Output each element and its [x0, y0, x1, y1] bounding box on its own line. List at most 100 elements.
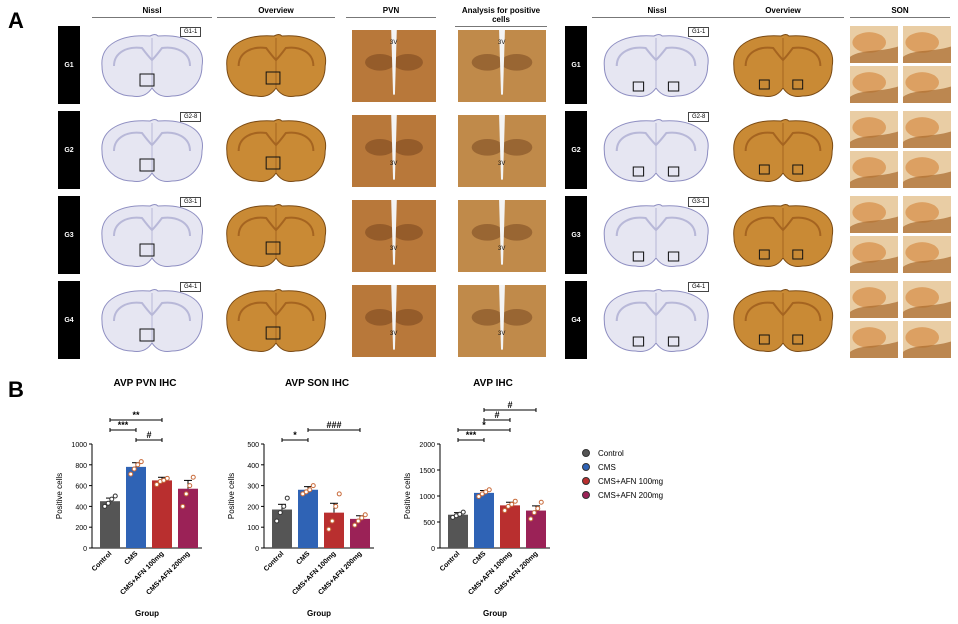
y-tick-label-1-2: 200: [247, 504, 259, 511]
data-point-2-2-2: [509, 501, 515, 507]
legend-marker-0: [582, 449, 590, 457]
son-image-G1-2: [850, 66, 898, 103]
third-ventricle-label-pvn-G3: 3V: [390, 246, 398, 252]
data-point-2-2-0: [502, 508, 508, 514]
data-point-0-1-0: [128, 471, 134, 477]
data-point-0-3-3: [190, 474, 196, 480]
x-tick-label-0-1: CMS: [123, 550, 139, 566]
y-tick-label-0-1: 200: [75, 525, 87, 532]
y-tick-label-0-4: 800: [75, 463, 87, 470]
data-point-1-0-0: [274, 518, 280, 524]
data-point-1-2-3: [336, 491, 342, 497]
data-point-1-0-1: [277, 510, 283, 516]
son-image-G3-3: [903, 236, 951, 273]
sig-label-1-1: ###: [326, 420, 341, 430]
nissl-image-right-G1: [594, 26, 718, 104]
nissl-image-right-G2: [594, 111, 718, 189]
sig-label-2-3: #: [507, 400, 512, 410]
sample-tag-right-G2: G2-8: [688, 112, 710, 122]
son-image-G4-3: [903, 321, 951, 358]
son-image-G4-2: [850, 321, 898, 358]
data-point-0-0-2: [109, 496, 115, 502]
sample-tag-left-G2: G2-8: [180, 112, 202, 122]
y-tick-label-0-0: 0: [83, 546, 87, 553]
third-ventricle-label-analysis-G2: 3V: [498, 161, 506, 167]
data-point-1-2-1: [329, 518, 335, 524]
overview-image-right-G3: [724, 196, 842, 274]
row-label-right-G4: G4: [565, 281, 587, 359]
data-point-2-3-1: [531, 510, 537, 516]
pvn-image-G3: [352, 200, 436, 272]
sig-label-2-2: #: [494, 410, 499, 420]
son-image-G4-0: [850, 281, 898, 318]
bar-2-2: [500, 505, 520, 548]
column-header-left-3: Analysis for positive cells: [455, 6, 547, 27]
legend-marker-2: [582, 477, 590, 485]
nissl-image-right-G4: [594, 281, 718, 359]
chart-title-1: AVP SON IHC: [285, 378, 349, 389]
y-tick-label-0-3: 600: [75, 484, 87, 491]
overview-image-left-G4: [217, 281, 335, 359]
sample-tag-left-G3: G3-1: [180, 197, 202, 207]
data-point-2-2-1: [505, 503, 511, 509]
legend-label-3: CMS+AFN 200mg: [598, 490, 664, 500]
third-ventricle-label-pvn-G1: 3V: [390, 40, 398, 46]
legend-item-1: CMS: [582, 460, 663, 474]
data-point-0-0-1: [105, 500, 111, 506]
sig-label-0-0: ***: [118, 420, 129, 430]
bar-0-1: [126, 466, 146, 548]
row-label-left-G3: G3: [58, 196, 80, 274]
legend-item-3: CMS+AFN 200mg: [582, 488, 663, 502]
sig-label-0-1: **: [132, 410, 140, 420]
analysis-image-G1: [458, 30, 546, 102]
y-tick-label-2-3: 1500: [419, 468, 435, 475]
data-point-1-0-2: [281, 503, 287, 509]
x-tick-label-1-1: CMS: [295, 550, 311, 566]
y-tick-label-0-2: 400: [75, 504, 87, 511]
bar-1-1: [298, 489, 318, 548]
x-axis-label-1: Group: [307, 609, 331, 618]
column-header-left-1: Overview: [217, 6, 335, 18]
data-point-0-3-0: [180, 503, 186, 509]
data-point-1-1-0: [300, 491, 306, 497]
data-point-1-2-0: [326, 526, 332, 532]
data-point-1-1-3: [310, 483, 316, 489]
column-header-right-2: SON: [850, 6, 950, 18]
legend-label-2: CMS+AFN 100mg: [598, 476, 664, 486]
row-label-left-G4: G4: [58, 281, 80, 359]
son-image-G3-2: [850, 236, 898, 273]
analysis-image-G2: [458, 115, 546, 187]
nissl-image-left-G2: [92, 111, 212, 189]
data-point-1-1-1: [303, 489, 309, 495]
sig-label-0-2: #: [146, 430, 151, 440]
data-point-2-0-3: [460, 509, 466, 515]
son-image-G3-0: [850, 196, 898, 233]
bar-2-3: [526, 510, 546, 548]
data-point-2-3-3: [538, 499, 544, 505]
sig-label-2-0: ***: [466, 430, 477, 440]
data-point-1-3-3: [362, 512, 368, 518]
third-ventricle-label-pvn-G2: 3V: [390, 161, 398, 167]
analysis-image-G4: [458, 285, 546, 357]
nissl-image-left-G4: [92, 281, 212, 359]
bar-1-0: [272, 509, 292, 548]
overview-image-left-G2: [217, 111, 335, 189]
legend: Control CMS CMS+AFN 100mg CMS+AFN 200mg: [582, 446, 663, 502]
data-point-0-0-0: [102, 503, 108, 509]
overview-image-right-G1: [724, 26, 842, 104]
y-tick-label-1-0: 0: [255, 546, 259, 553]
nissl-image-left-G1: [92, 26, 212, 104]
bar-0-0: [100, 501, 120, 548]
data-point-0-1-2: [135, 462, 141, 468]
son-image-G1-0: [850, 26, 898, 63]
son-image-G2-2: [850, 151, 898, 188]
sample-tag-right-G1: G1-1: [688, 27, 710, 37]
x-axis-label-2: Group: [483, 609, 507, 618]
third-ventricle-label-analysis-G4: 3V: [498, 331, 506, 337]
row-label-right-G2: G2: [565, 111, 587, 189]
data-point-0-2-3: [164, 475, 170, 481]
y-axis-label-1: Positive cells: [227, 473, 236, 519]
overview-image-right-G2: [724, 111, 842, 189]
bar-1-3: [350, 518, 370, 548]
